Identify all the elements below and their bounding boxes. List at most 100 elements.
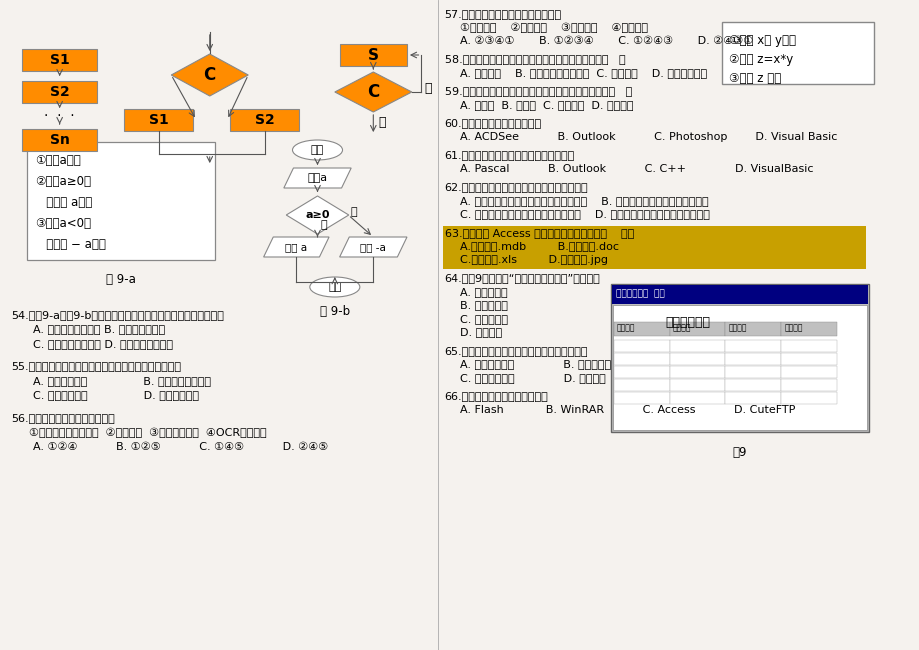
Text: ·  ·  ·: · · · <box>44 109 74 123</box>
FancyBboxPatch shape <box>613 353 669 365</box>
Text: ①输入a的値: ①输入a的値 <box>35 154 80 167</box>
Text: 图 9-b: 图 9-b <box>320 305 349 318</box>
FancyBboxPatch shape <box>780 366 836 378</box>
Text: Sn: Sn <box>50 133 70 147</box>
FancyBboxPatch shape <box>725 379 780 391</box>
Text: A. 模式识别技术                B. 自然语言理解技术: A. 模式识别技术 B. 自然语言理解技术 <box>33 376 210 386</box>
Ellipse shape <box>310 277 359 297</box>
Polygon shape <box>335 72 412 112</box>
FancyBboxPatch shape <box>22 129 97 151</box>
FancyBboxPatch shape <box>124 109 193 131</box>
Text: ①输入 x， y的値: ①输入 x， y的値 <box>729 34 796 47</box>
Text: 输入a: 输入a <box>307 173 327 183</box>
FancyBboxPatch shape <box>725 392 780 404</box>
Text: 图 9-a: 图 9-a <box>106 273 135 286</box>
FancyBboxPatch shape <box>669 340 725 352</box>
FancyBboxPatch shape <box>780 322 836 336</box>
Text: 编号成绩: 编号成绩 <box>616 324 634 333</box>
Text: A. ②③④①       B. ①②③④       C. ①②④③       D. ②④③①: A. ②③④① B. ①②③④ C. ①②④③ D. ②④③① <box>460 36 753 46</box>
Polygon shape <box>284 168 351 188</box>
Text: A. 下载图片    B. 计算子弹的飞行轨迹  C. 编辑网页    D. 发送电子邮件: A. 下载图片 B. 计算子弹的飞行轨迹 C. 编辑网页 D. 发送电子邮件 <box>460 68 707 78</box>
Text: 65.下列不属于计算机网络数据库应用系统的是: 65.下列不属于计算机网络数据库应用系统的是 <box>444 346 587 356</box>
Text: 开始: 开始 <box>311 145 323 155</box>
FancyBboxPatch shape <box>669 379 725 391</box>
FancyBboxPatch shape <box>442 239 865 255</box>
Text: 是: 是 <box>378 116 385 129</box>
FancyBboxPatch shape <box>780 392 836 404</box>
Text: ②如果a≥0，: ②如果a≥0， <box>35 175 91 188</box>
FancyBboxPatch shape <box>720 22 873 84</box>
Text: C: C <box>367 83 379 101</box>
FancyBboxPatch shape <box>339 44 406 66</box>
FancyBboxPatch shape <box>613 392 669 404</box>
Text: ①分析问题    ②设计算法    ③设计运行    ④编写程序: ①分析问题 ②设计算法 ③设计运行 ④编写程序 <box>460 23 647 33</box>
Text: C. 文件夹管理: C. 文件夹管理 <box>460 314 507 324</box>
FancyBboxPatch shape <box>669 366 725 378</box>
Text: 66.下列属于数据库管理系统的是: 66.下列属于数据库管理系统的是 <box>444 391 548 402</box>
Text: A. 学生体局情况表是信息资源，需要管理    B. 音像资料是信息资源，需要管理: A. 学生体局情况表是信息资源，需要管理 B. 音像资料是信息资源，需要管理 <box>460 196 708 206</box>
Text: 结束: 结束 <box>328 282 341 292</box>
Text: 59.如左所示，是计算两数之积的算法，其描述方式是（   ）: 59.如左所示，是计算两数之积的算法，其描述方式是（ ） <box>444 86 631 96</box>
Text: S2: S2 <box>50 85 70 99</box>
Ellipse shape <box>292 140 342 160</box>
Text: 输出 -a: 输出 -a <box>360 242 386 252</box>
FancyBboxPatch shape <box>725 353 780 365</box>
FancyBboxPatch shape <box>780 340 836 352</box>
FancyBboxPatch shape <box>612 305 866 430</box>
Text: C: C <box>203 66 216 84</box>
Text: a≥0: a≥0 <box>305 210 329 220</box>
FancyBboxPatch shape <box>613 340 669 352</box>
FancyBboxPatch shape <box>613 379 669 391</box>
FancyBboxPatch shape <box>442 253 865 268</box>
Text: ③输出 z 的値: ③输出 z 的値 <box>729 72 781 85</box>
Text: A.商品销售.mdb         B.商品销售.doc: A.商品销售.mdb B.商品销售.doc <box>460 242 618 252</box>
FancyBboxPatch shape <box>611 285 867 304</box>
FancyBboxPatch shape <box>780 353 836 365</box>
Text: C. 语音识别技术                D. 笔迹识别技术: C. 语音识别技术 D. 笔迹识别技术 <box>33 391 199 400</box>
FancyBboxPatch shape <box>230 109 299 131</box>
Text: 是: 是 <box>320 220 326 230</box>
Text: C.商品销售.xls         D.商品销售.jpg: C.商品销售.xls D.商品销售.jpg <box>460 255 607 265</box>
Text: C. 自然语言、伪代码 D. 流程图、自然语言: C. 自然语言、伪代码 D. 流程图、自然语言 <box>33 339 173 349</box>
Text: C. 网络售票系统              D. 网上银行: C. 网络售票系统 D. 网上银行 <box>460 373 605 383</box>
Text: S1: S1 <box>50 53 70 67</box>
Polygon shape <box>171 54 248 96</box>
Text: S2: S2 <box>255 113 274 127</box>
FancyBboxPatch shape <box>669 392 725 404</box>
FancyBboxPatch shape <box>669 322 725 336</box>
Text: A. 伪代码  B. 流程图  C. 自然语言  D. 数学语言: A. 伪代码 B. 流程图 C. 自然语言 D. 数学语言 <box>460 100 632 110</box>
Text: ②计算 z=x*y: ②计算 z=x*y <box>729 53 793 66</box>
Text: A. ①②④           B. ①②⑤           C. ①④⑤           D. ②④⑤: A. ①②④ B. ①②⑤ C. ①④⑤ D. ②④⑤ <box>33 442 327 452</box>
Text: 60.下列属于程序设计语言的是: 60.下列属于程序设计语言的是 <box>444 118 541 129</box>
Text: ①使用手写板输入汉字  ②视频聊天  ③与计算机对弈  ④OCR文字识别: ①使用手写板输入汉字 ②视频聊天 ③与计算机对弈 ④OCR文字识别 <box>28 428 267 438</box>
Text: A. Flash            B. WinRAR           C. Access           D. CuteFTP: A. Flash B. WinRAR C. Access D. CuteFTP <box>460 405 794 415</box>
Text: S1: S1 <box>149 113 168 127</box>
FancyBboxPatch shape <box>27 142 214 260</box>
Text: ③如果a<0，: ③如果a<0， <box>35 217 91 230</box>
Text: 55.金山词霸可以实现中英文翻译，它应用了人工智能的: 55.金山词霸可以实现中英文翻译，它应用了人工智能的 <box>12 361 181 372</box>
Text: A. 电视电话会议              B. 网上图书馆: A. 电视电话会议 B. 网上图书馆 <box>460 359 610 369</box>
Text: 男生人数: 男生人数 <box>728 324 746 333</box>
FancyBboxPatch shape <box>725 366 780 378</box>
FancyBboxPatch shape <box>442 226 865 242</box>
Text: 61.下列选项中，不属于程序设计语言的是: 61.下列选项中，不属于程序设计语言的是 <box>444 151 574 161</box>
FancyBboxPatch shape <box>22 49 97 71</box>
Text: A. ACDSee           B. Outlook           C. Photoshop        D. Visual Basic: A. ACDSee B. Outlook C. Photoshop D. Vis… <box>460 132 836 142</box>
Text: 学生人数: 学生人数 <box>672 324 690 333</box>
Text: 学生体能统计  登录: 学生体能统计 登录 <box>615 289 664 298</box>
FancyBboxPatch shape <box>613 366 669 378</box>
Text: 图9: 图9 <box>732 446 746 459</box>
Polygon shape <box>339 237 406 257</box>
Text: 输出 a: 输出 a <box>285 242 307 252</box>
Text: 学生信息统计: 学生信息统计 <box>664 316 709 329</box>
Text: 64.如图9所示，该“学生信息管理系统”采用的是: 64.如图9所示，该“学生信息管理系统”采用的是 <box>444 274 599 283</box>
Text: A. 卡片式管理: A. 卡片式管理 <box>460 287 507 297</box>
FancyBboxPatch shape <box>22 81 97 103</box>
FancyBboxPatch shape <box>613 322 669 336</box>
Text: 58.下列选项中，最适合用计算机编程解决的问题是（   ）: 58.下列选项中，最适合用计算机编程解决的问题是（ ） <box>444 55 624 64</box>
Text: A. 自然语言、流程图 B. 伪代码、流程图: A. 自然语言、流程图 B. 伪代码、流程图 <box>33 324 165 335</box>
Text: D. 人工管理: D. 人工管理 <box>460 328 502 337</box>
Polygon shape <box>286 196 348 234</box>
Text: A. Pascal           B. Outlook           C. C++              D. VisualBasic: A. Pascal B. Outlook C. C++ D. VisualBas… <box>460 164 812 174</box>
Polygon shape <box>264 237 329 257</box>
